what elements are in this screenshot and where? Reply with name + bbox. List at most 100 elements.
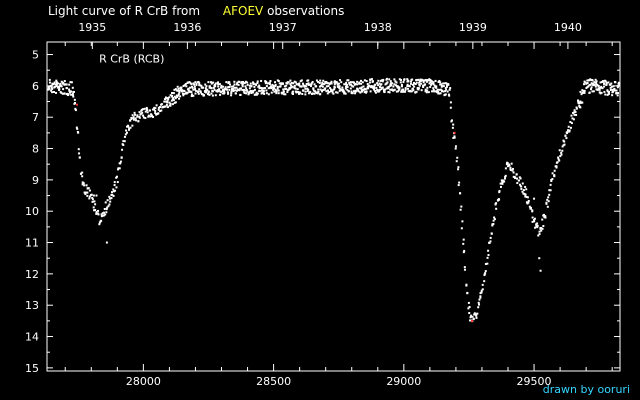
data-point (73, 98, 76, 101)
data-point (275, 92, 278, 95)
data-point (553, 169, 556, 172)
data-point (184, 82, 187, 85)
data-point (499, 182, 502, 185)
data-point (489, 236, 492, 239)
data-point (563, 140, 566, 143)
data-point (122, 140, 125, 143)
data-point (602, 80, 605, 83)
data-point (309, 85, 312, 88)
data-point (320, 83, 323, 86)
data-point (176, 96, 179, 99)
x-tick-label: 29000 (386, 375, 421, 388)
data-point (130, 117, 133, 120)
data-point (403, 90, 406, 93)
data-point (563, 143, 566, 146)
data-point (467, 307, 470, 310)
data-point (87, 187, 90, 190)
data-point (401, 85, 404, 88)
data-point (323, 88, 326, 91)
data-point (104, 201, 107, 204)
data-point (547, 200, 550, 203)
data-point (127, 124, 130, 127)
data-point (432, 88, 435, 91)
data-point (558, 159, 561, 162)
data-point (326, 82, 329, 85)
data-point (172, 92, 175, 95)
data-point (570, 114, 573, 117)
data-point (217, 85, 220, 88)
data-point (164, 96, 167, 99)
data-point (112, 194, 115, 197)
data-point (81, 183, 84, 186)
data-point (554, 165, 557, 168)
data-point (203, 90, 206, 93)
data-point (435, 85, 438, 88)
data-point (577, 102, 580, 105)
data-point (489, 240, 492, 243)
data-point (242, 90, 245, 93)
data-point (83, 191, 86, 194)
data-point (142, 116, 145, 119)
data-point (461, 220, 464, 223)
data-point (449, 106, 452, 109)
data-point (561, 145, 564, 148)
data-point (204, 87, 207, 90)
data-point (59, 91, 62, 94)
data-point (325, 80, 328, 83)
data-point (383, 88, 386, 91)
data-point (308, 91, 311, 94)
x-tick-label: 29500 (517, 375, 552, 388)
data-point (399, 81, 402, 84)
data-point (110, 197, 113, 200)
data-point (404, 87, 407, 90)
data-point (165, 97, 168, 100)
data-point (213, 88, 216, 91)
data-point (186, 88, 189, 91)
data-point (421, 79, 424, 82)
data-point (107, 205, 110, 208)
data-point (136, 115, 139, 118)
data-point (380, 88, 383, 91)
data-point (365, 80, 368, 83)
data-point (86, 194, 89, 197)
data-point (508, 163, 511, 166)
data-point (611, 94, 614, 97)
data-point (216, 89, 219, 92)
data-point (104, 213, 107, 216)
credit-text: drawn by ooruri (542, 383, 630, 396)
data-point (348, 83, 351, 86)
data-point (315, 79, 318, 82)
data-point (434, 79, 437, 82)
data-point (340, 88, 343, 91)
data-point (391, 82, 394, 85)
data-point (47, 86, 50, 89)
data-point (230, 85, 233, 88)
data-point (71, 86, 74, 89)
data-point (214, 82, 217, 85)
data-point (480, 291, 483, 294)
data-point (511, 167, 514, 170)
data-point (463, 268, 466, 271)
data-point (121, 148, 124, 151)
data-point (606, 93, 609, 96)
data-point (531, 216, 534, 219)
data-point (579, 101, 582, 104)
data-point (365, 90, 368, 93)
data-point (540, 227, 543, 230)
data-point (287, 88, 290, 91)
data-point (187, 89, 190, 92)
data-point (573, 109, 576, 112)
data-point (157, 108, 160, 111)
data-point (502, 179, 505, 182)
data-point (590, 88, 593, 91)
data-point (88, 197, 91, 200)
data-point (72, 95, 75, 98)
data-point (100, 219, 103, 222)
data-point (357, 90, 360, 93)
data-point (136, 114, 139, 117)
data-point (525, 188, 528, 191)
data-point (351, 81, 354, 84)
data-point (425, 91, 428, 94)
data-point (47, 88, 50, 91)
data-point (439, 81, 442, 84)
